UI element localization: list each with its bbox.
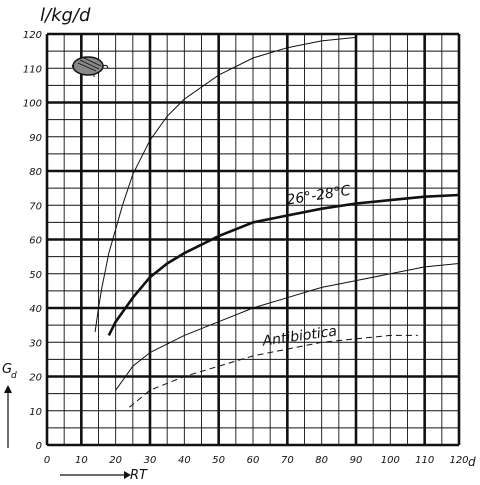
y-tick-label: 10 [29, 407, 42, 418]
y-tick-label: 100 [23, 99, 42, 110]
series-line-4 [129, 334, 418, 408]
x-tick-label: 110 [415, 455, 434, 466]
y-tick-label: 40 [29, 304, 42, 315]
y-tick-labels: 0 10 20 30 40 50 60 70 80 90 100 110 120 [23, 30, 42, 452]
y-tick-label: 30 [29, 338, 42, 349]
pig-icon [71, 56, 109, 77]
y-tick-label: 110 [23, 64, 42, 75]
x-axis-unit: d [468, 455, 476, 469]
x-tick-label: 20 [109, 455, 122, 466]
x-tick-label: 10 [75, 455, 88, 466]
arrow-right-icon [60, 471, 131, 479]
x-tick-label: 120 [449, 455, 468, 466]
series-line-2 [107, 193, 460, 336]
y-tick-label: 0 [36, 441, 42, 452]
x-tick-label: 70 [281, 455, 294, 466]
x-tick-label: 90 [350, 455, 363, 466]
y-tick-label: 70 [29, 201, 42, 212]
x-tick-label: 50 [212, 455, 225, 466]
y-tick-label: 120 [23, 30, 42, 41]
y-axis-title: l/kg/d [40, 5, 91, 26]
x-tick-labels: 0 10 20 30 40 50 60 70 80 90 100 110 120 [44, 455, 469, 466]
x-tick-label: 80 [315, 455, 328, 466]
series-line-3 [115, 263, 460, 391]
y-tick-label: 60 [29, 236, 42, 247]
left-axis-label: G d [2, 362, 17, 381]
series-line-1 [94, 36, 357, 333]
x-tick-label: 60 [247, 455, 260, 466]
y-tick-label: 50 [29, 270, 42, 281]
x-axis-title: RT [130, 468, 148, 483]
x-tick-label: 30 [144, 455, 157, 466]
left-axis-symbol: G [2, 362, 12, 377]
x-tick-label: 40 [178, 455, 191, 466]
series-label-antibiotica: Antibiotica [261, 323, 338, 349]
y-tick-label: 20 [29, 373, 42, 384]
left-axis-subscript: d [11, 371, 17, 381]
data-series [94, 36, 460, 408]
y-tick-label: 90 [29, 133, 42, 144]
grid-lines [45, 32, 461, 447]
x-tick-label: 0 [44, 455, 50, 466]
y-tick-label: 80 [29, 167, 42, 178]
x-tick-label: 100 [381, 455, 400, 466]
arrow-up-icon [4, 385, 12, 448]
